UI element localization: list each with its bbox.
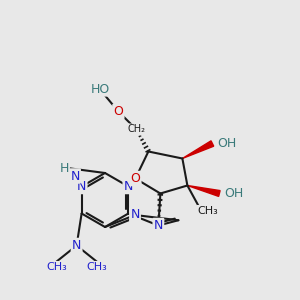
Text: CH₃: CH₃ <box>86 262 107 272</box>
Text: H: H <box>59 161 69 175</box>
Text: CH₂: CH₂ <box>128 124 146 134</box>
Text: HO: HO <box>91 83 110 96</box>
Text: N: N <box>72 239 81 252</box>
Text: N: N <box>130 208 140 221</box>
Text: O: O <box>113 105 123 118</box>
Polygon shape <box>182 141 214 158</box>
Text: N: N <box>124 180 133 193</box>
Text: CH₃: CH₃ <box>46 262 67 272</box>
Polygon shape <box>188 185 220 197</box>
Text: N: N <box>70 169 80 182</box>
Text: O: O <box>130 172 140 185</box>
Text: N: N <box>77 180 86 193</box>
Text: OH: OH <box>217 137 236 150</box>
Text: N: N <box>154 219 163 232</box>
Text: OH: OH <box>224 187 243 200</box>
Text: CH₃: CH₃ <box>197 206 218 215</box>
